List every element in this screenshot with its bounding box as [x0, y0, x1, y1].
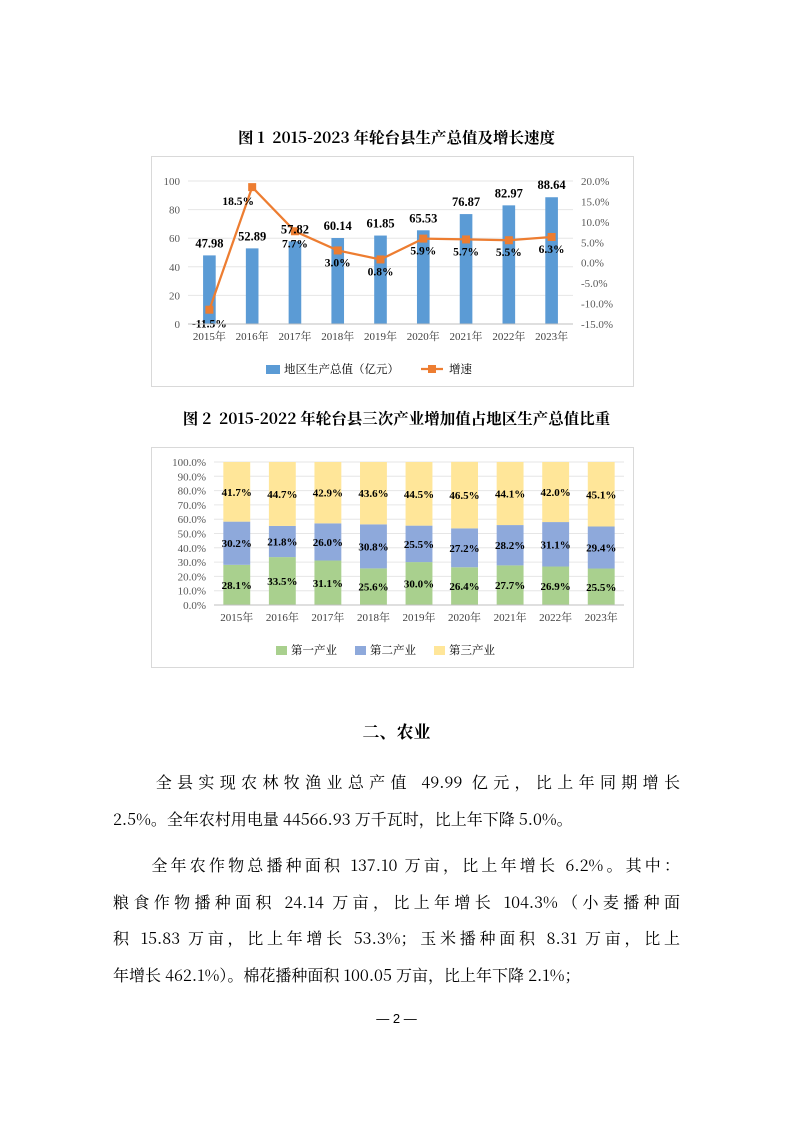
svg-text:2023年: 2023年	[585, 610, 618, 624]
svg-text:第二产业: 第二产业	[370, 643, 416, 657]
svg-text:26.9%: 26.9%	[541, 581, 571, 593]
svg-text:26.4%: 26.4%	[449, 581, 479, 593]
svg-text:-5.0%: -5.0%	[581, 278, 608, 290]
svg-text:80: 80	[169, 205, 181, 217]
svg-text:增速: 增速	[449, 362, 472, 376]
svg-text:42.9%: 42.9%	[313, 488, 343, 500]
svg-text:2017年: 2017年	[278, 329, 311, 343]
svg-text:70.0%: 70.0%	[178, 500, 206, 512]
svg-text:-11.5%: -11.5%	[192, 319, 227, 331]
svg-text:43.6%: 43.6%	[358, 488, 388, 500]
svg-text:2016年: 2016年	[236, 329, 269, 343]
svg-text:7.7%: 7.7%	[282, 238, 308, 250]
svg-text:地区生产总值（亿元）: 地区生产总值（亿元）	[284, 362, 399, 376]
svg-text:2015年: 2015年	[193, 329, 226, 343]
svg-text:-15.0%: -15.0%	[581, 319, 613, 331]
svg-text:46.5%: 46.5%	[449, 490, 479, 502]
svg-text:-10.0%: -10.0%	[581, 299, 613, 311]
svg-text:2019年: 2019年	[403, 610, 436, 624]
svg-text:27.7%: 27.7%	[495, 580, 525, 592]
svg-text:2023年: 2023年	[535, 329, 568, 343]
svg-text:28.1%: 28.1%	[222, 580, 252, 592]
svg-text:第三产业: 第三产业	[449, 643, 495, 657]
svg-text:20.0%: 20.0%	[581, 176, 609, 188]
svg-text:65.53: 65.53	[409, 211, 437, 225]
svg-text:0.0%: 0.0%	[581, 258, 604, 270]
svg-text:27.2%: 27.2%	[449, 543, 479, 555]
svg-text:30.2%: 30.2%	[222, 538, 252, 550]
svg-text:31.1%: 31.1%	[541, 539, 571, 551]
svg-text:40: 40	[169, 262, 181, 274]
svg-text:30.8%: 30.8%	[358, 541, 388, 553]
svg-text:41.7%: 41.7%	[222, 487, 252, 499]
svg-text:52.89: 52.89	[238, 229, 266, 243]
svg-text:44.1%: 44.1%	[495, 489, 525, 501]
svg-text:31.1%: 31.1%	[313, 578, 343, 590]
svg-text:90.0%: 90.0%	[178, 471, 206, 483]
svg-text:60.14: 60.14	[324, 219, 353, 233]
svg-text:2017年: 2017年	[311, 610, 344, 624]
svg-text:3.0%: 3.0%	[325, 257, 351, 269]
svg-text:47.98: 47.98	[195, 236, 223, 250]
svg-text:18.5%: 18.5%	[222, 196, 254, 208]
svg-text:2019年: 2019年	[364, 329, 397, 343]
svg-text:80.0%: 80.0%	[178, 486, 206, 498]
svg-text:33.5%: 33.5%	[267, 576, 297, 588]
svg-text:100.0%: 100.0%	[172, 457, 206, 469]
svg-text:88.64: 88.64	[538, 178, 567, 192]
svg-text:57.82: 57.82	[281, 222, 309, 236]
svg-text:60.0%: 60.0%	[178, 514, 206, 526]
svg-text:2021年: 2021年	[494, 610, 527, 624]
svg-text:0: 0	[175, 319, 181, 331]
svg-text:28.2%: 28.2%	[495, 540, 525, 552]
svg-text:20: 20	[169, 290, 181, 302]
svg-text:10.0%: 10.0%	[581, 217, 609, 229]
svg-text:40.0%: 40.0%	[178, 543, 206, 555]
svg-text:2022年: 2022年	[539, 610, 572, 624]
svg-text:100: 100	[164, 176, 181, 188]
svg-text:25.6%: 25.6%	[358, 582, 388, 594]
svg-text:5.7%: 5.7%	[453, 246, 479, 258]
svg-text:45.1%: 45.1%	[586, 489, 616, 501]
svg-text:5.5%: 5.5%	[496, 247, 522, 259]
svg-text:0.0%: 0.0%	[183, 600, 206, 612]
svg-text:26.0%: 26.0%	[313, 537, 343, 549]
svg-text:2018年: 2018年	[357, 610, 390, 624]
svg-text:25.5%: 25.5%	[586, 582, 616, 594]
svg-text:2018年: 2018年	[321, 329, 354, 343]
svg-text:2015年: 2015年	[220, 610, 253, 624]
svg-text:25.5%: 25.5%	[404, 539, 434, 551]
svg-text:42.0%: 42.0%	[541, 487, 571, 499]
svg-text:30.0%: 30.0%	[404, 579, 434, 591]
svg-text:82.97: 82.97	[495, 186, 523, 200]
svg-text:21.8%: 21.8%	[267, 537, 297, 549]
svg-text:15.0%: 15.0%	[581, 196, 609, 208]
svg-text:6.3%: 6.3%	[539, 244, 565, 256]
svg-text:60: 60	[169, 233, 181, 245]
svg-text:0.8%: 0.8%	[368, 266, 394, 278]
svg-text:5.9%: 5.9%	[410, 246, 436, 258]
svg-text:第一产业: 第一产业	[291, 643, 337, 657]
svg-text:44.7%: 44.7%	[267, 489, 297, 501]
svg-text:5.0%: 5.0%	[581, 237, 604, 249]
svg-text:2020年: 2020年	[407, 329, 440, 343]
svg-text:30.0%: 30.0%	[178, 557, 206, 569]
svg-text:2021年: 2021年	[450, 329, 483, 343]
svg-text:44.5%: 44.5%	[404, 489, 434, 501]
svg-text:2022年: 2022年	[492, 329, 525, 343]
svg-text:76.87: 76.87	[452, 195, 480, 209]
svg-text:29.4%: 29.4%	[586, 543, 616, 555]
svg-text:20.0%: 20.0%	[178, 571, 206, 583]
svg-text:2020年: 2020年	[448, 610, 481, 624]
svg-text:2016年: 2016年	[266, 610, 299, 624]
svg-text:10.0%: 10.0%	[178, 586, 206, 598]
svg-text:61.85: 61.85	[366, 217, 394, 231]
svg-text:50.0%: 50.0%	[178, 529, 206, 541]
